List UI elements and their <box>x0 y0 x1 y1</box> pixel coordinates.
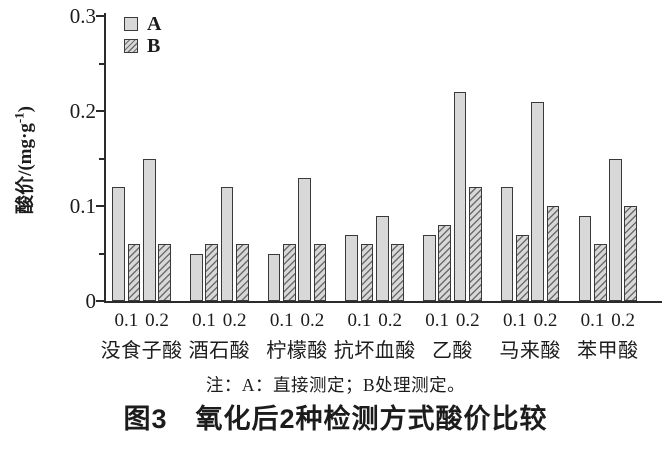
figure-caption: 图3 氧化后2种检测方式酸价比较 <box>123 404 548 434</box>
y-major-tick <box>96 300 104 302</box>
bar-a-没食子酸-0.1 <box>112 187 125 301</box>
bar-b-马来酸-0.2 <box>546 206 560 301</box>
x-category-label-柠檬酸: 柠檬酸 <box>266 340 328 362</box>
x-sublabel-马来酸-0.1: 0.1 <box>502 310 527 331</box>
x-category-label-抗坏血酸: 抗坏血酸 <box>333 340 416 362</box>
y-minor-tick <box>99 252 104 255</box>
bar-a-马来酸-0.2 <box>531 101 545 301</box>
x-sublabel-乙酸-0.2: 0.2 <box>455 310 480 331</box>
bar-b-乙酸-0.2 <box>469 187 482 301</box>
y-axis-title-superscript: -1 <box>11 112 27 124</box>
bar-a-柠檬酸-0.1 <box>267 253 281 301</box>
bar-b-酒石酸-0.2 <box>235 244 249 301</box>
x-sublabel-酒石酸-0.2: 0.2 <box>222 310 247 331</box>
bar-b-没食子酸-0.2 <box>158 244 171 301</box>
legend-swatch-b-hatched <box>124 39 138 53</box>
y-axis-title-text: 酸价/(mg·g <box>15 123 36 214</box>
bar-b-苯甲酸-0.1 <box>593 244 607 301</box>
legend-item-b: B <box>124 35 161 57</box>
x-category-label-马来酸: 马来酸 <box>499 340 561 362</box>
bar-a-抗坏血酸-0.2 <box>376 215 389 301</box>
x-category-label-苯甲酸: 苯甲酸 <box>577 340 639 362</box>
bar-a-马来酸-0.1 <box>500 187 514 301</box>
bar-b-乙酸-0.1 <box>438 225 452 301</box>
bar-b-马来酸-0.1 <box>516 234 529 301</box>
x-sublabel-酒石酸-0.1: 0.1 <box>192 310 216 331</box>
y-tick-label: 0.3 <box>69 4 96 28</box>
legend-swatch-a-solid <box>124 17 138 31</box>
y-minor-tick <box>99 62 104 65</box>
x-sublabel-抗坏血酸-0.2: 0.2 <box>378 310 402 331</box>
bar-a-抗坏血酸-0.1 <box>345 234 359 301</box>
x-axis-line <box>104 301 662 303</box>
x-category-label-酒石酸: 酒石酸 <box>188 340 251 362</box>
bar-b-抗坏血酸-0.2 <box>391 244 405 301</box>
legend-label-b: B <box>147 35 161 57</box>
x-sublabel-苯甲酸-0.1: 0.1 <box>580 310 605 331</box>
bar-a-酒石酸-0.1 <box>190 253 203 301</box>
x-sublabel-柠檬酸-0.2: 0.2 <box>300 310 325 331</box>
bar-b-苯甲酸-0.2 <box>624 206 638 301</box>
legend-item-a: A <box>124 13 162 35</box>
bar-b-没食子酸-0.1 <box>127 244 141 301</box>
bar-a-苯甲酸-0.2 <box>609 158 622 301</box>
y-tick-label: 0 <box>85 289 97 313</box>
y-axis-line <box>104 13 106 303</box>
bar-a-没食子酸-0.2 <box>142 158 156 301</box>
x-category-label-没食子酸: 没食子酸 <box>100 340 183 362</box>
y-tick-label: 0.2 <box>69 99 96 123</box>
y-axis-title-close-paren: ) <box>15 106 36 113</box>
bar-b-柠檬酸-0.1 <box>283 244 296 301</box>
x-sublabel-苯甲酸-0.2: 0.2 <box>611 310 636 331</box>
bar-b-酒石酸-0.1 <box>205 244 219 301</box>
y-major-tick <box>96 110 104 112</box>
y-major-tick <box>96 15 104 17</box>
legend-label-a: A <box>147 13 162 35</box>
y-major-tick <box>96 205 104 207</box>
y-tick-label: 0.1 <box>69 194 96 218</box>
bar-a-柠檬酸-0.2 <box>298 177 312 301</box>
bar-b-抗坏血酸-0.1 <box>360 244 374 301</box>
x-sublabel-马来酸-0.2: 0.2 <box>533 310 558 331</box>
x-category-label-乙酸: 乙酸 <box>431 340 473 362</box>
figure-note: 注：A：直接测定；B处理测定。 <box>205 375 466 395</box>
bar-a-酒石酸-0.2 <box>220 187 234 301</box>
x-sublabel-没食子酸-0.1: 0.1 <box>114 310 139 331</box>
y-minor-tick <box>99 157 104 160</box>
bar-a-乙酸-0.2 <box>453 92 467 301</box>
bar-b-柠檬酸-0.2 <box>313 244 327 301</box>
x-sublabel-柠檬酸-0.1: 0.1 <box>269 310 294 331</box>
y-axis-title: 酸价/(mg·g-1) <box>10 50 36 270</box>
bar-a-乙酸-0.1 <box>423 234 436 301</box>
x-sublabel-没食子酸-0.2: 0.2 <box>145 310 169 331</box>
bar-a-苯甲酸-0.1 <box>578 215 592 301</box>
x-sublabel-抗坏血酸-0.1: 0.1 <box>347 310 372 331</box>
x-sublabel-乙酸-0.1: 0.1 <box>425 310 449 331</box>
